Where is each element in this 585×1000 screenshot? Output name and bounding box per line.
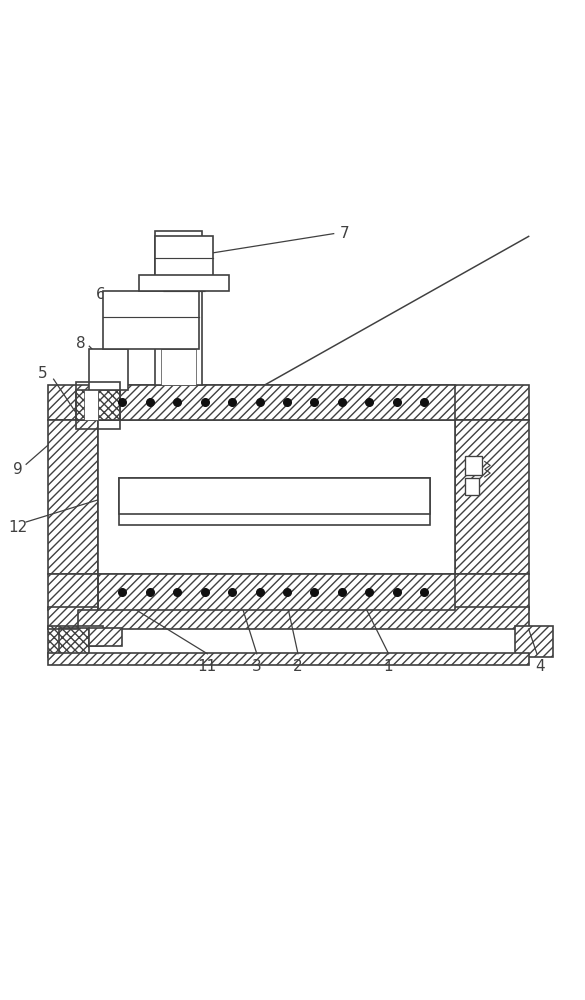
- Bar: [48, 626, 78, 657]
- Text: 6: 6: [95, 287, 105, 302]
- Bar: [466, 456, 482, 475]
- Text: 9: 9: [13, 462, 23, 477]
- Bar: [90, 349, 128, 390]
- Text: 4: 4: [535, 659, 545, 674]
- Bar: [155, 231, 202, 385]
- Text: 1: 1: [384, 659, 394, 674]
- Bar: [466, 478, 479, 495]
- Text: 8: 8: [76, 336, 86, 351]
- Bar: [48, 607, 529, 629]
- Text: 7: 7: [340, 226, 349, 241]
- Bar: [48, 385, 529, 420]
- Bar: [161, 349, 197, 385]
- Bar: [84, 390, 98, 420]
- Bar: [119, 478, 430, 525]
- Bar: [98, 390, 119, 420]
- Text: 5: 5: [38, 366, 47, 381]
- Bar: [48, 420, 98, 574]
- Bar: [48, 653, 529, 665]
- Bar: [98, 385, 455, 420]
- Bar: [98, 574, 455, 610]
- Bar: [75, 390, 98, 420]
- Bar: [78, 626, 103, 646]
- Bar: [90, 628, 122, 646]
- Bar: [515, 626, 553, 657]
- Bar: [75, 382, 119, 429]
- Bar: [139, 275, 229, 291]
- Bar: [103, 291, 199, 349]
- Bar: [119, 478, 430, 514]
- Bar: [155, 236, 213, 286]
- Bar: [98, 420, 455, 574]
- Bar: [59, 628, 90, 657]
- Text: 2: 2: [293, 659, 303, 674]
- Bar: [48, 574, 529, 610]
- Text: 12: 12: [8, 520, 27, 535]
- Text: 11: 11: [198, 659, 217, 674]
- Bar: [455, 420, 529, 574]
- Text: 3: 3: [252, 659, 261, 674]
